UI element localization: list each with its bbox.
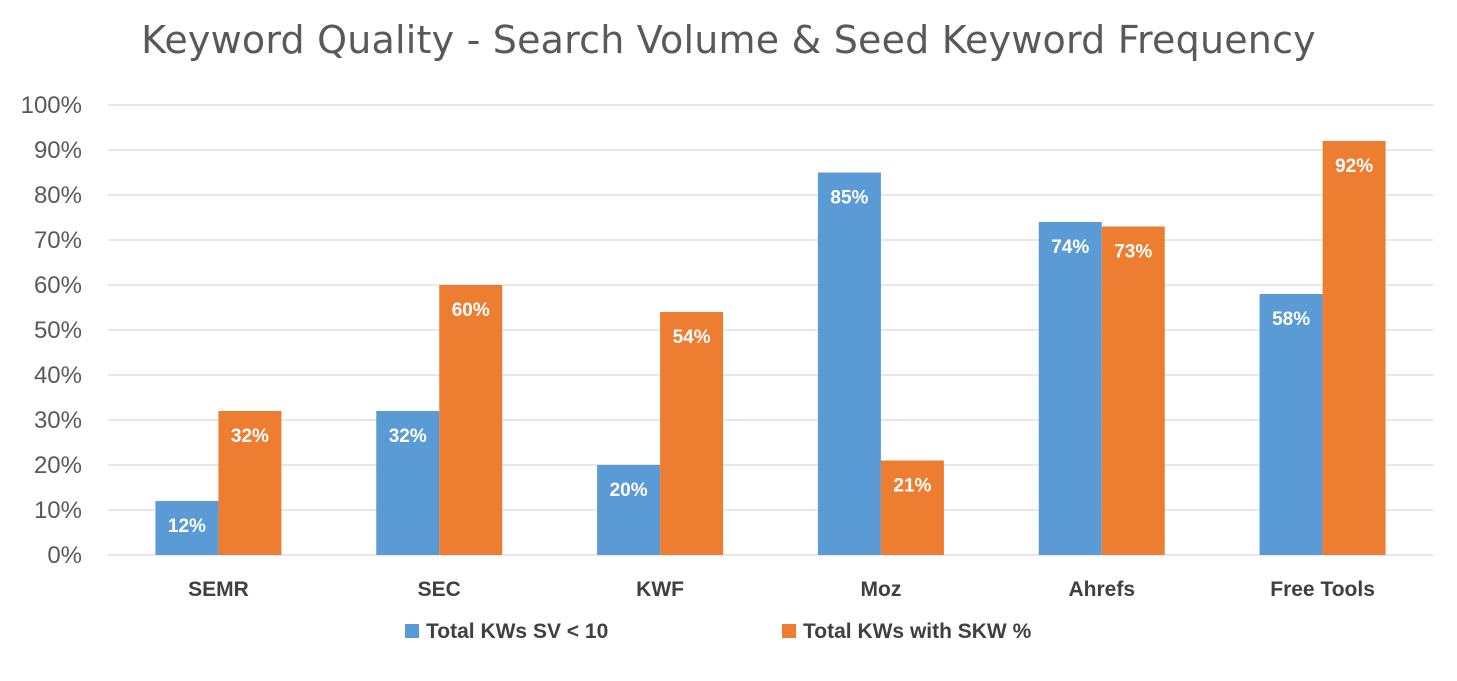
bar-sv-under-10-moz xyxy=(817,172,881,555)
bar-sv-under-10-ahrefs xyxy=(1038,222,1102,555)
y-tick-label: 40% xyxy=(34,362,82,389)
x-axis-ticks: SEMR SEC KWF Moz Ahrefs Free Tools xyxy=(188,578,1375,601)
bars xyxy=(155,141,1386,555)
legend-swatch-sv-under-10 xyxy=(405,624,419,638)
y-tick-label: 30% xyxy=(34,407,82,434)
y-tick-label: 50% xyxy=(34,317,82,344)
bar-with-skw-free-tools xyxy=(1322,141,1386,555)
x-tick-label: Moz xyxy=(861,578,902,601)
data-label: 92% xyxy=(1335,156,1373,177)
y-tick-label: 10% xyxy=(34,497,82,524)
x-tick-label: SEMR xyxy=(188,578,249,601)
data-label: 58% xyxy=(1272,309,1310,330)
data-label: 12% xyxy=(168,516,206,537)
gridlines xyxy=(108,104,1433,556)
legend-label-sv-under-10: Total KWs SV < 10 xyxy=(426,620,608,643)
y-tick-label: 80% xyxy=(34,182,82,209)
x-tick-label: Free Tools xyxy=(1270,578,1375,601)
bar-with-skw-kwf xyxy=(660,312,724,555)
x-tick-label: Ahrefs xyxy=(1068,578,1135,601)
data-label: 32% xyxy=(231,426,269,447)
data-label: 54% xyxy=(673,327,711,348)
y-axis-ticks: 0% 10% 20% 30% 40% 50% 60% 70% 80% 90% 100% xyxy=(21,92,82,569)
legend-swatch-with-skw xyxy=(782,624,796,638)
y-tick-label: 60% xyxy=(34,272,82,299)
bar-with-skw-semr xyxy=(218,411,282,555)
y-tick-label: 90% xyxy=(34,137,82,164)
data-label: 21% xyxy=(893,476,931,497)
bar-sv-under-10-sec xyxy=(376,411,440,555)
data-label: 20% xyxy=(610,480,648,501)
bar-with-skw-sec xyxy=(439,285,503,555)
bar-sv-under-10-kwf xyxy=(597,465,661,555)
y-tick-label: 100% xyxy=(21,92,82,119)
bar-with-skw-ahrefs xyxy=(1101,226,1165,555)
bar-sv-under-10-free-tools xyxy=(1259,294,1323,555)
data-label: 32% xyxy=(389,426,427,447)
bar-sv-under-10-semr xyxy=(155,501,219,555)
bar-with-skw-moz xyxy=(880,460,944,555)
x-tick-label: KWF xyxy=(636,578,684,601)
data-labels: 12% 32% 32% 60% 20% 54% 85% 21% 74% 73% 58% 92% xyxy=(168,156,1373,537)
y-tick-label: 20% xyxy=(34,452,82,479)
y-tick-label: 0% xyxy=(47,542,82,569)
data-label: 60% xyxy=(452,300,490,321)
legend-label-with-skw: Total KWs with SKW % xyxy=(803,620,1032,643)
y-tick-label: 70% xyxy=(34,227,82,254)
x-tick-label: SEC xyxy=(418,578,461,601)
data-label: 85% xyxy=(830,188,868,209)
data-label: 73% xyxy=(1114,242,1152,263)
data-label: 74% xyxy=(1051,237,1089,258)
chart-title: Keyword Quality - Search Volume & Seed K… xyxy=(141,18,1316,62)
legend: Total KWs SV < 10 Total KWs with SKW % xyxy=(405,620,1032,643)
